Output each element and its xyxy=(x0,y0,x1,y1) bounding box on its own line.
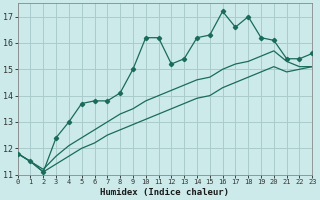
X-axis label: Humidex (Indice chaleur): Humidex (Indice chaleur) xyxy=(100,188,229,197)
